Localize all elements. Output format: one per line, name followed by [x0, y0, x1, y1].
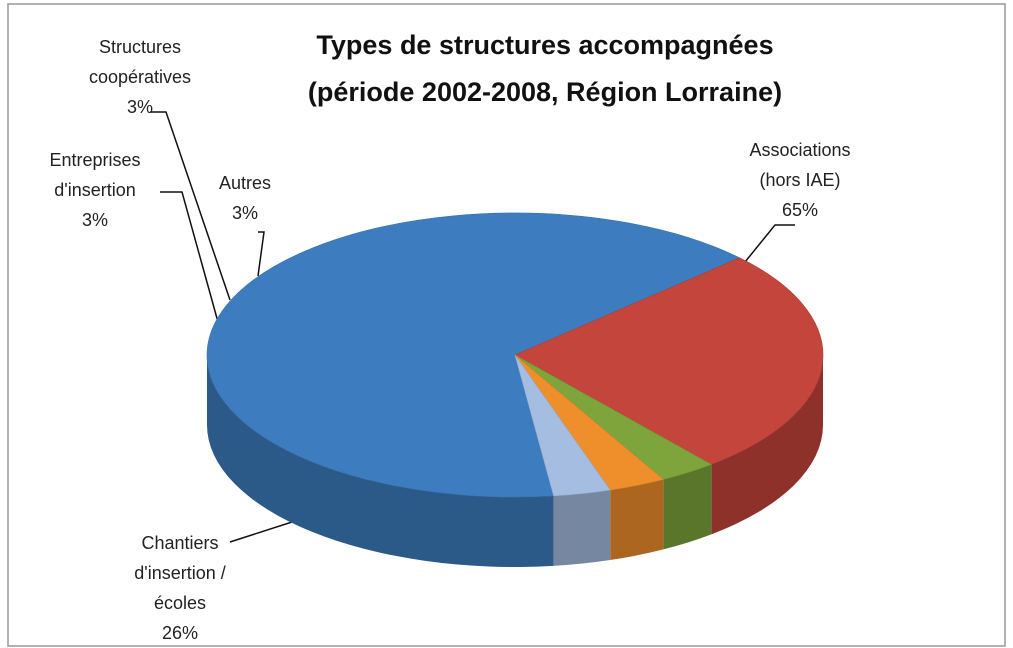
value-label: 3%	[81, 210, 108, 230]
data-label: Associations (hors IAE) 65%	[735, 135, 865, 225]
data-label: Chantiers d'insertion / écoles 26%	[124, 528, 236, 648]
data-label: Structures coopératives 3%	[78, 32, 202, 122]
leader-line	[744, 224, 795, 263]
category-label: Entreprises d'insertion	[49, 150, 141, 200]
slice-side	[207, 355, 554, 568]
pie-top	[206, 212, 824, 498]
leader-line	[150, 111, 231, 301]
slice-side	[663, 464, 712, 550]
slice-side	[553, 490, 611, 566]
label-box: Structures coopératives 3%	[78, 32, 202, 122]
leader-line	[257, 231, 265, 277]
leader-line	[229, 521, 293, 543]
leader-line	[160, 191, 219, 323]
slice-side	[711, 355, 823, 535]
chart-subtitle: (période 2002-2008, Région Lorraine)	[308, 77, 782, 107]
value-label: 3%	[126, 97, 153, 117]
slice-side	[610, 479, 664, 561]
value-label: 65%	[781, 200, 819, 220]
data-label: Autres 3%	[205, 168, 285, 228]
data-label: Entreprises d'insertion 3%	[39, 145, 151, 235]
value-label: 26%	[161, 623, 199, 643]
chart-title: Types de structures accompagnées	[316, 30, 773, 60]
slice	[206, 212, 741, 498]
slice	[514, 257, 824, 465]
label-box: Chantiers d'insertion / écoles 26%	[124, 528, 236, 648]
slice	[514, 354, 611, 497]
value-label: 3%	[231, 203, 258, 223]
category-label: Associations (hors IAE)	[749, 140, 851, 190]
category-label: Chantiers d'insertion / écoles	[134, 533, 226, 613]
category-label: Autres	[218, 173, 272, 193]
pie-sides	[207, 355, 823, 568]
label-box: Entreprises d'insertion 3%	[39, 145, 151, 235]
label-box: Autres 3%	[205, 168, 285, 228]
label-box: Associations (hors IAE) 65%	[735, 135, 865, 225]
category-label: Structures coopératives	[88, 37, 192, 87]
